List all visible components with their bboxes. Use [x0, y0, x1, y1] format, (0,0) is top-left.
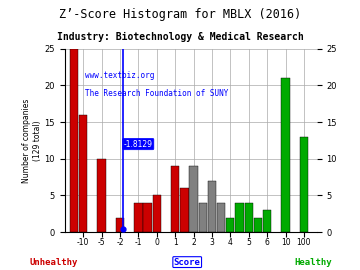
- Text: The Research Foundation of SUNY: The Research Foundation of SUNY: [85, 89, 228, 98]
- Text: Healthy: Healthy: [294, 258, 332, 266]
- Bar: [235, 203, 244, 232]
- Text: Industry: Biotechnology & Medical Research: Industry: Biotechnology & Medical Resear…: [57, 32, 303, 42]
- Text: Score: Score: [174, 258, 201, 266]
- Text: Unhealthy: Unhealthy: [30, 258, 78, 266]
- Text: www.textbiz.org: www.textbiz.org: [85, 71, 154, 80]
- Bar: [199, 203, 207, 232]
- Bar: [98, 159, 106, 232]
- Bar: [226, 218, 234, 232]
- Text: Z’-Score Histogram for MBLX (2016): Z’-Score Histogram for MBLX (2016): [59, 8, 301, 21]
- Y-axis label: Number of companies
(129 total): Number of companies (129 total): [22, 98, 42, 183]
- Bar: [217, 203, 225, 232]
- Bar: [180, 188, 189, 232]
- Bar: [244, 203, 253, 232]
- Bar: [79, 115, 87, 232]
- Bar: [70, 49, 78, 232]
- Bar: [171, 166, 179, 232]
- Bar: [254, 218, 262, 232]
- Bar: [116, 218, 124, 232]
- Text: -1.8129: -1.8129: [124, 140, 153, 148]
- Bar: [153, 195, 161, 232]
- Bar: [263, 210, 271, 232]
- Bar: [300, 137, 308, 232]
- Bar: [134, 203, 143, 232]
- Bar: [143, 203, 152, 232]
- Bar: [208, 181, 216, 232]
- Bar: [282, 78, 290, 232]
- Bar: [189, 166, 198, 232]
